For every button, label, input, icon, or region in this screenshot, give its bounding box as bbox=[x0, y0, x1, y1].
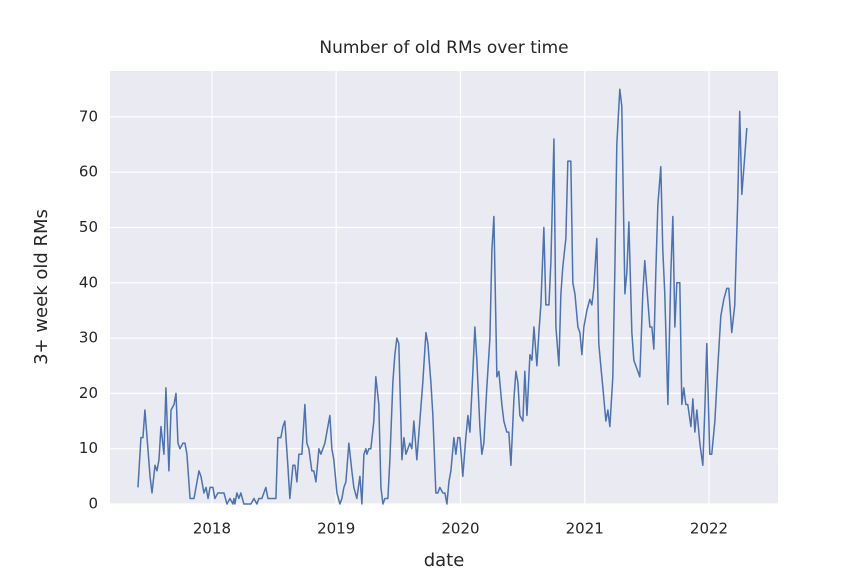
marks bbox=[137, 88, 748, 505]
x-tick-label: 2018 bbox=[193, 520, 231, 538]
data-line bbox=[137, 88, 748, 505]
x-tick-label: 2022 bbox=[690, 520, 728, 538]
y-tick-label: 30 bbox=[79, 329, 98, 347]
y-tick-label: 50 bbox=[79, 218, 98, 236]
y-tick-label: 0 bbox=[88, 495, 98, 513]
y-tick-label: 40 bbox=[79, 273, 98, 291]
y-axis-label: 3+ week old RMs bbox=[31, 209, 52, 365]
y-tick-label: 70 bbox=[79, 107, 98, 125]
x-axis-label: date bbox=[424, 550, 465, 571]
x-tick-label: 2021 bbox=[566, 520, 604, 538]
x-tick-label: 2019 bbox=[317, 520, 355, 538]
x-tick-label: 2020 bbox=[441, 520, 479, 538]
y-tick-label: 10 bbox=[79, 439, 98, 457]
plot-background bbox=[110, 71, 778, 504]
y-tick-label: 60 bbox=[79, 163, 98, 181]
chart-title: Number of old RMs over time bbox=[319, 38, 568, 58]
y-tick-label: 20 bbox=[79, 384, 98, 402]
